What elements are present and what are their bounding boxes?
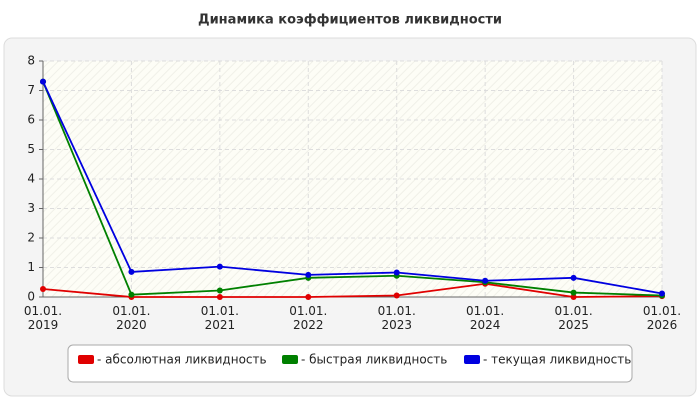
legend-swatch: [282, 355, 298, 364]
x-tick-label: 01.01. 2023: [378, 304, 416, 332]
point: [216, 287, 223, 294]
chart-title: Динамика коэффициентов ликвидности: [198, 13, 502, 28]
x-tick-label: 01.01. 2019: [24, 304, 62, 332]
point: [40, 78, 46, 85]
point: [216, 263, 223, 270]
point: [659, 290, 665, 297]
y-tick-label: 6: [27, 113, 35, 127]
point: [216, 294, 223, 300]
legend-label: - абсолютная ликвидность: [97, 353, 267, 367]
point: [570, 274, 577, 281]
legend-label: - текущая ликвидность: [483, 353, 631, 367]
y-tick-label: 0: [27, 290, 35, 304]
point: [305, 271, 312, 278]
point: [305, 294, 312, 300]
point: [128, 291, 135, 298]
line: [42, 81, 663, 297]
y-tick-label: 7: [27, 83, 35, 97]
legend-swatch: [464, 355, 480, 364]
y-tick-label: 5: [27, 142, 35, 156]
point: [40, 286, 46, 293]
y-tick-label: 8: [27, 54, 35, 68]
x-tick-label: 01.01. 2025: [554, 304, 592, 332]
y-tick-label: 4: [27, 172, 35, 186]
legend-swatch: [78, 355, 94, 364]
legend-box: [67, 344, 633, 383]
y-tick-label: 1: [27, 260, 35, 274]
x-tick-label: 01.01. 2026: [643, 304, 681, 332]
x-tick-label: 01.01. 2022: [289, 304, 327, 332]
point: [482, 277, 489, 284]
point: [393, 269, 400, 276]
x-tick-label: 01.01. 2021: [201, 304, 239, 332]
y-tick-label: 3: [27, 201, 35, 215]
x-tick-label: 01.01. 2024: [466, 304, 504, 332]
line: [42, 282, 663, 298]
legend-label: - быстрая ликвидность: [301, 353, 447, 367]
point: [393, 292, 400, 299]
point: [570, 294, 577, 300]
x-tick-label: 01.01. 2020: [112, 304, 150, 332]
point: [128, 268, 135, 275]
point: [570, 289, 577, 296]
y-tick-label: 2: [27, 231, 35, 245]
line: [42, 81, 663, 295]
